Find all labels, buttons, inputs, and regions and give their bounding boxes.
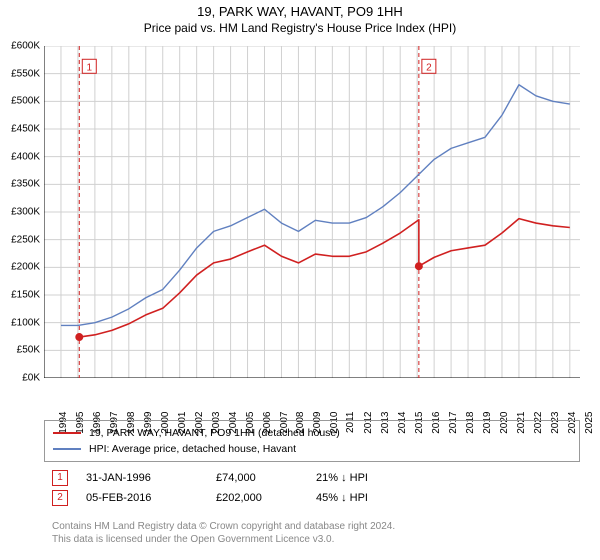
legend-label: HPI: Average price, detached house, Hava… <box>89 443 296 455</box>
y-tick-label: £550K <box>0 68 40 79</box>
x-tick-label: 2025 <box>584 412 595 434</box>
legend-label: 19, PARK WAY, HAVANT, PO9 1HH (detached … <box>89 427 340 439</box>
transaction-hpi: 45% ↓ HPI <box>316 492 572 504</box>
svg-text:2: 2 <box>426 62 432 73</box>
legend: 19, PARK WAY, HAVANT, PO9 1HH (detached … <box>44 420 580 462</box>
y-tick-label: £0K <box>0 373 40 384</box>
legend-swatch <box>53 432 81 434</box>
y-tick-label: £150K <box>0 290 40 301</box>
legend-row: 19, PARK WAY, HAVANT, PO9 1HH (detached … <box>53 425 571 441</box>
transaction-row: 2 05-FEB-2016£202,00045% ↓ HPI <box>52 488 572 508</box>
transaction-date: 05-FEB-2016 <box>86 492 216 504</box>
y-tick-label: £300K <box>0 207 40 218</box>
y-tick-label: £250K <box>0 234 40 245</box>
footnote-line-2: This data is licensed under the Open Gov… <box>52 533 572 546</box>
transaction-badge: 2 <box>52 490 68 506</box>
transaction-price: £74,000 <box>216 472 316 484</box>
transaction-date: 31-JAN-1996 <box>86 472 216 484</box>
transaction-table: 1 31-JAN-1996£74,00021% ↓ HPI 2 05-FEB-2016… <box>44 462 580 514</box>
transaction-price: £202,000 <box>216 492 316 504</box>
transaction-hpi: 21% ↓ HPI <box>316 472 572 484</box>
chart-svg: 12 <box>44 46 580 378</box>
y-tick-label: £200K <box>0 262 40 273</box>
y-tick-label: £500K <box>0 96 40 107</box>
chart-wrap: 19, PARK WAY, HAVANT, PO9 1HH Price paid… <box>0 0 600 560</box>
transaction-badge: 1 <box>52 470 68 486</box>
y-tick-label: £50K <box>0 345 40 356</box>
title-sub: Price paid vs. HM Land Registry's House … <box>0 21 600 35</box>
transaction-row: 1 31-JAN-1996£74,00021% ↓ HPI <box>52 468 572 488</box>
footnote: Contains HM Land Registry data © Crown c… <box>44 516 580 550</box>
y-tick-label: £600K <box>0 41 40 52</box>
y-tick-label: £350K <box>0 179 40 190</box>
y-tick-label: £400K <box>0 151 40 162</box>
footnote-line-1: Contains HM Land Registry data © Crown c… <box>52 520 572 533</box>
legend-row: HPI: Average price, detached house, Hava… <box>53 441 571 457</box>
svg-text:1: 1 <box>86 62 92 73</box>
legend-swatch <box>53 448 81 450</box>
titles: 19, PARK WAY, HAVANT, PO9 1HH Price paid… <box>0 0 600 35</box>
y-tick-label: £450K <box>0 124 40 135</box>
chart-area: 12 <box>44 46 580 378</box>
title-main: 19, PARK WAY, HAVANT, PO9 1HH <box>0 4 600 19</box>
y-tick-label: £100K <box>0 317 40 328</box>
